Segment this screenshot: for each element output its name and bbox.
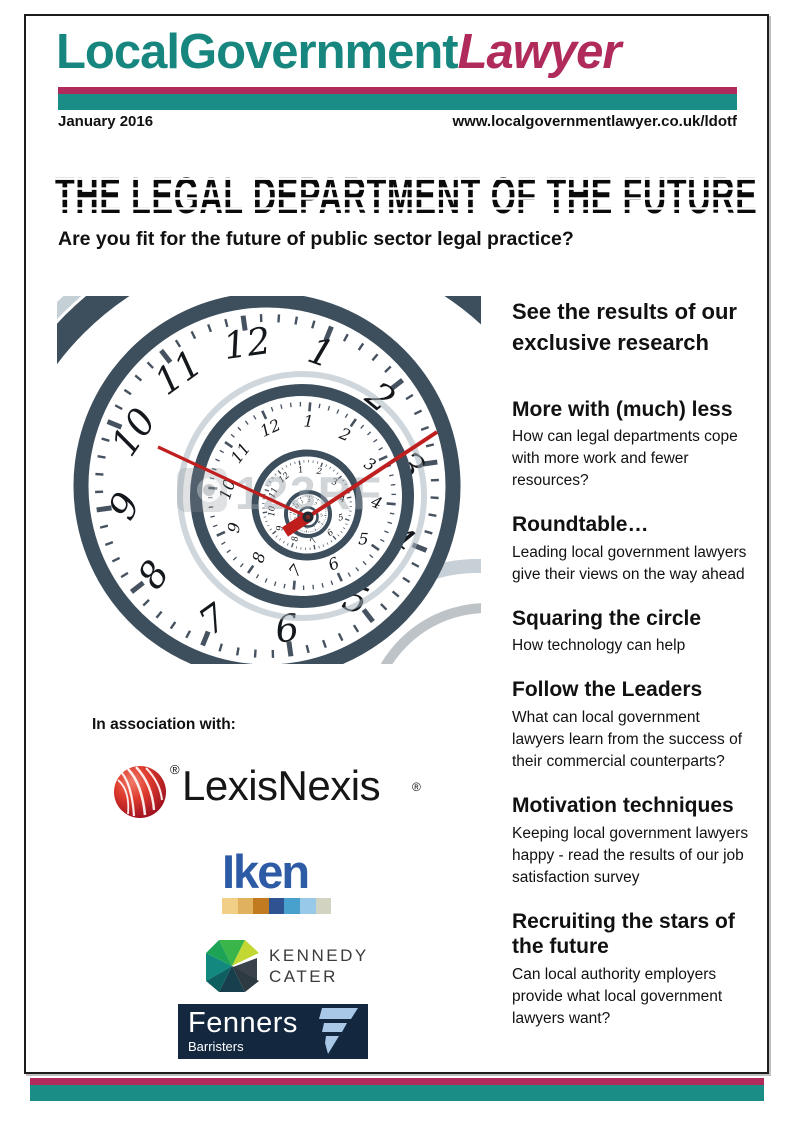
logo-lawyer: Lawyer: [457, 25, 622, 79]
kennedy-cater-line1: KENNEDY: [269, 945, 369, 965]
fenners-logo: Fenners Barristers: [178, 1004, 368, 1059]
footer-bar-crimson: [30, 1078, 764, 1085]
fenners-f-icon: [319, 1008, 358, 1054]
iken-color-square: [222, 898, 238, 914]
iken-color-square: [237, 898, 254, 914]
kennedy-cater-line2: CATER: [269, 967, 338, 986]
iken-color-square: [299, 898, 316, 914]
kennedy-cater-hexagon-icon: [206, 940, 259, 992]
svg-text:10: 10: [267, 505, 277, 517]
fenners-tagline: Barristers: [188, 1039, 244, 1054]
page-border-frame: [24, 14, 769, 1074]
article-body: What can local government lawyers learn …: [512, 709, 743, 771]
intro-heading: See the results of our exclusive researc…: [512, 299, 737, 355]
iken-color-square: [284, 898, 300, 914]
article-heading: Follow the Leaders: [512, 678, 703, 702]
clock-faces: 1212345678910111212345678910111212345678…: [73, 296, 461, 664]
article-roundtable: Roundtable… Leading local government law…: [512, 512, 754, 586]
svg-text:9: 9: [275, 524, 285, 531]
header-bar-teal: [58, 94, 737, 110]
issue-date: January 2016: [58, 113, 154, 130]
svg-text:2: 2: [315, 467, 323, 478]
svg-text:4: 4: [338, 494, 346, 505]
article-heading: Roundtable…: [512, 513, 649, 537]
lexisnexis-registered-icon: ®: [412, 780, 421, 794]
svg-text:1: 1: [300, 499, 305, 505]
svg-text:6: 6: [325, 527, 336, 539]
svg-text:1: 1: [303, 412, 314, 431]
iken-color-square: [268, 898, 285, 914]
svg-text:7: 7: [308, 536, 320, 545]
header-logo: LocalGovernmentLawyer: [56, 25, 622, 79]
subtitle: Are you fit for the future of public sec…: [58, 228, 574, 250]
article-heading: More with (much) less: [512, 397, 733, 421]
article-body: How can legal departments cope with more…: [512, 428, 738, 490]
lexisnexis-registered-icon: ®: [170, 762, 180, 777]
lexisnexis-globe-icon: [114, 766, 166, 818]
site-url: www.localgovernmentlawyer.co.uk/ldotf: [452, 113, 737, 130]
iken-color-square: [253, 898, 269, 914]
kennedy-cater-logo: KENNEDY CATER: [205, 936, 369, 996]
svg-text:5: 5: [337, 513, 344, 524]
kennedy-cater-wordmark: KENNEDY CATER: [269, 945, 369, 988]
main-title-wrap: THE LEGAL DEPARTMENT OF THE FUTURE: [55, 166, 758, 224]
iken-color-square: [315, 898, 332, 914]
article-follow-the-leaders: Follow the Leaders What can local govern…: [512, 677, 754, 773]
article-recruiting-stars: Recruiting the stars of the future Can l…: [512, 909, 754, 1030]
association-label: In association with:: [92, 716, 236, 733]
svg-text:2: 2: [307, 498, 312, 503]
article-squaring-the-circle: Squaring the circle How technology can h…: [512, 606, 754, 658]
lexisnexis-wordmark: LexisNexis: [182, 762, 381, 809]
svg-text:3: 3: [314, 500, 317, 505]
lexisnexis-logo: ® LexisNexis ®: [112, 760, 462, 824]
spiral-clock-image: 1212345678910111212345678910111212345678…: [57, 296, 481, 664]
clock-watermark: 123RF: [177, 467, 381, 519]
svg-text:1: 1: [297, 465, 304, 476]
article-body: Leading local government lawyers give th…: [512, 543, 747, 583]
svg-text:5: 5: [319, 512, 324, 518]
article-heading: Recruiting the stars of the future: [512, 909, 735, 959]
svg-text:6: 6: [316, 519, 322, 524]
svg-text:12: 12: [221, 319, 274, 368]
iken-palette: [222, 898, 342, 914]
main-title: THE LEGAL DEPARTMENT OF THE FUTURE: [55, 166, 758, 224]
clock-hands: [157, 430, 439, 537]
svg-text:11: 11: [292, 510, 298, 516]
article-motivation-techniques: Motivation techniques Keeping local gove…: [512, 793, 754, 889]
fenners-wordmark: Fenners: [188, 1007, 298, 1039]
iken-logo: Iken: [222, 848, 342, 914]
iken-wordmark: Iken: [222, 845, 310, 898]
article-body: How technology can help: [512, 637, 686, 655]
svg-text:8: 8: [290, 535, 300, 541]
article-heading: Squaring the circle: [512, 606, 702, 630]
header-bar-crimson: [58, 87, 737, 94]
clock-outer-arcs: [57, 296, 481, 664]
svg-text:9: 9: [224, 521, 244, 534]
svg-text:5: 5: [358, 529, 369, 548]
svg-text:12: 12: [293, 502, 300, 509]
contents-column: See the results of our exclusive researc…: [512, 297, 754, 1050]
svg-text:3: 3: [330, 477, 338, 488]
article-body: Can local authority employers provide wh…: [512, 965, 723, 1027]
footer-bar-teal: [30, 1085, 764, 1101]
article-body: Keeping local government lawyers happy -…: [512, 824, 749, 886]
svg-text:11: 11: [267, 486, 280, 500]
article-heading: Motivation techniques: [512, 794, 734, 818]
logo-local-government: LocalGovernment: [56, 25, 459, 79]
article-more-with-less: More with (much) less How can legal depa…: [512, 397, 754, 493]
